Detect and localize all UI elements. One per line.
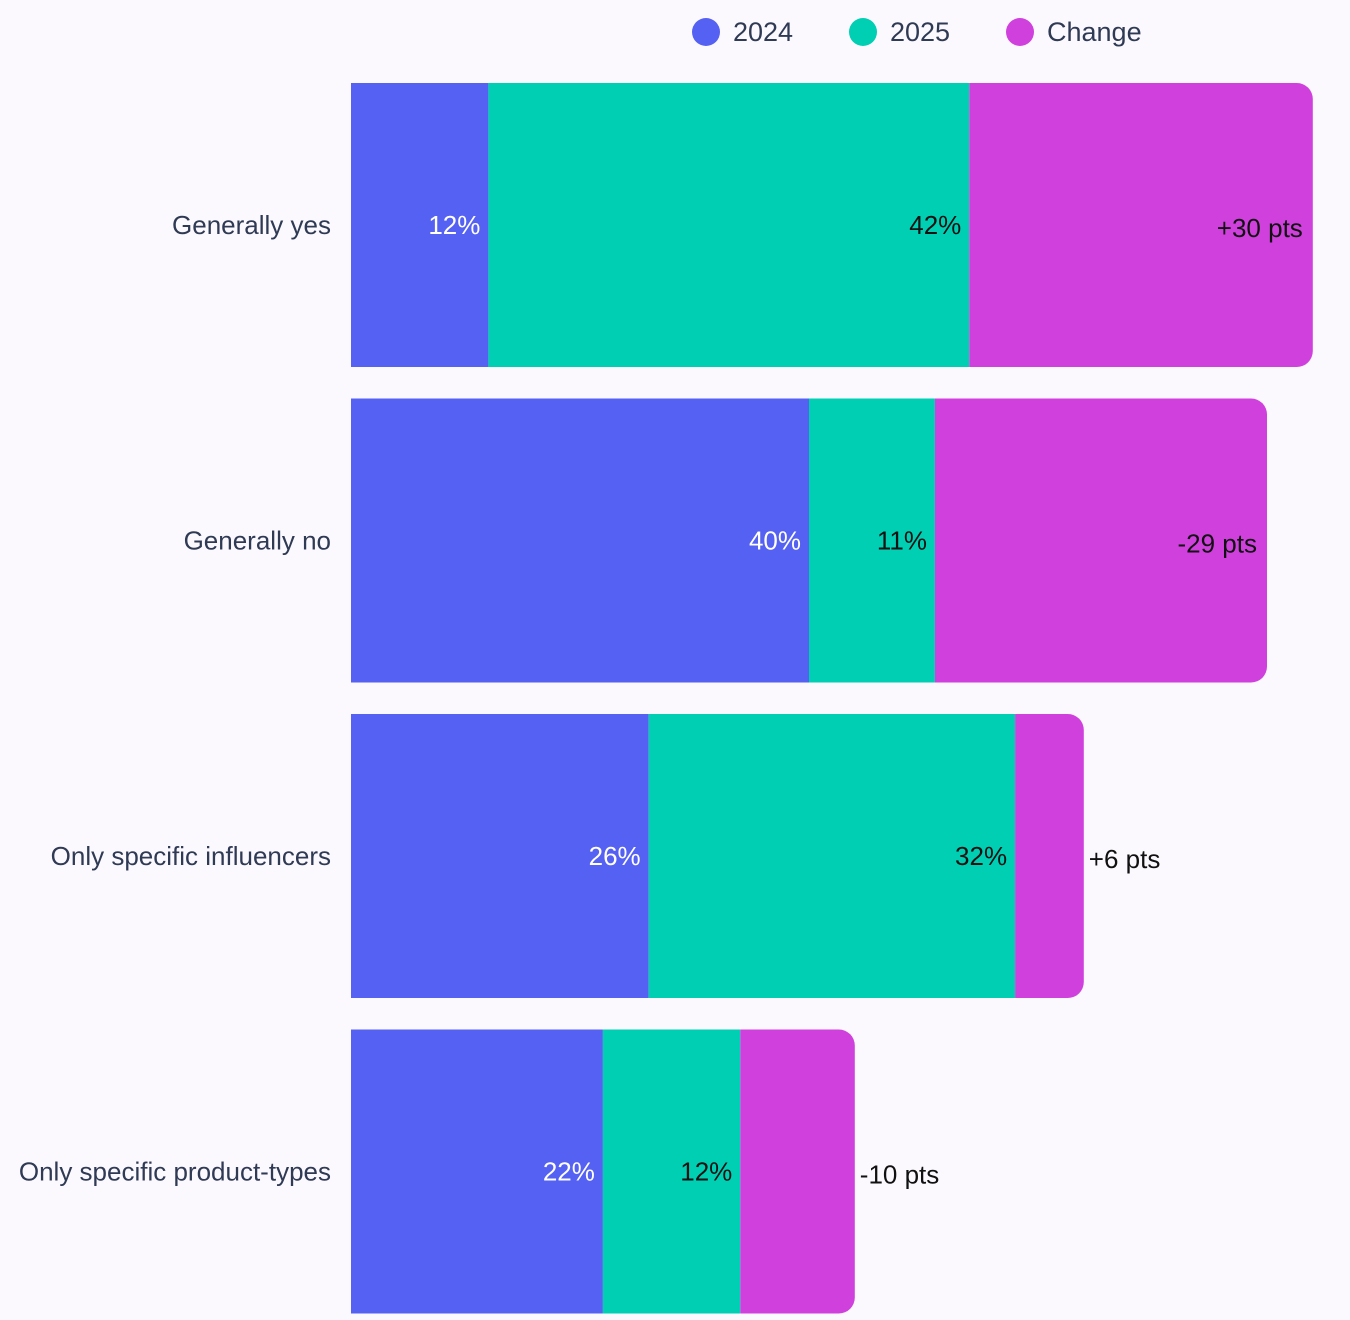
data-label-2024: 40%: [749, 526, 801, 556]
legend-label-2024: 2024: [733, 17, 793, 47]
bar-group-generally-no: Generally no 40% 11% -29 pts: [184, 398, 1267, 683]
data-label-2025: 42%: [909, 210, 961, 240]
data-label-2025: 11%: [877, 526, 927, 556]
plot-area: Generally yes 12% 42% +30 pts Generally no 40…: [19, 83, 1313, 1314]
data-label-change: -29 pts: [1178, 529, 1258, 559]
data-label-2024: 26%: [589, 841, 641, 871]
legend-swatch-2024: [692, 18, 720, 46]
bar-segment-2024: [351, 1029, 603, 1314]
data-label-change: +6 pts: [1089, 844, 1161, 874]
legend-label-2025: 2025: [890, 17, 950, 47]
legend-swatch-2025: [849, 18, 877, 46]
bar-segment-change: [740, 1029, 855, 1314]
data-label-2024: 22%: [543, 1157, 595, 1187]
bar-segment-2025: [488, 83, 970, 367]
data-label-2025: 12%: [680, 1157, 732, 1187]
bar-segment-change: [969, 83, 1313, 367]
bar-segment-2024: [351, 398, 809, 683]
data-label-2025: 32%: [955, 841, 1007, 871]
data-label-2024: 12%: [428, 210, 480, 240]
bar-segment-change: [1015, 714, 1084, 998]
bar-segment-2024: [351, 714, 649, 998]
bar-segment-2025: [602, 1029, 741, 1314]
bar-segment-change: [934, 398, 1267, 683]
bar-segment-2025: [648, 714, 1016, 998]
legend: 2024 2025 Change: [692, 17, 1142, 47]
data-label-change: -10 pts: [860, 1160, 940, 1190]
category-label: Generally no: [184, 526, 331, 556]
bar-group-generally-yes: Generally yes 12% 42% +30 pts: [172, 83, 1313, 367]
bar-segment-2024: [351, 83, 489, 367]
legend-swatch-change: [1006, 18, 1034, 46]
legend-label-change: Change: [1047, 17, 1142, 47]
bar-segment-2025: [809, 398, 935, 683]
bar-group-only-specific-influencers: Only specific influencers 26% 32% +6 pts: [51, 714, 1161, 998]
data-label-change: +30 pts: [1217, 213, 1303, 243]
category-label: Only specific influencers: [51, 841, 331, 871]
category-label: Only specific product-types: [19, 1157, 331, 1187]
category-label: Generally yes: [172, 210, 331, 240]
bar-group-only-specific-product-types: Only specific product-types 22% 12% -10 pts: [19, 1029, 940, 1314]
